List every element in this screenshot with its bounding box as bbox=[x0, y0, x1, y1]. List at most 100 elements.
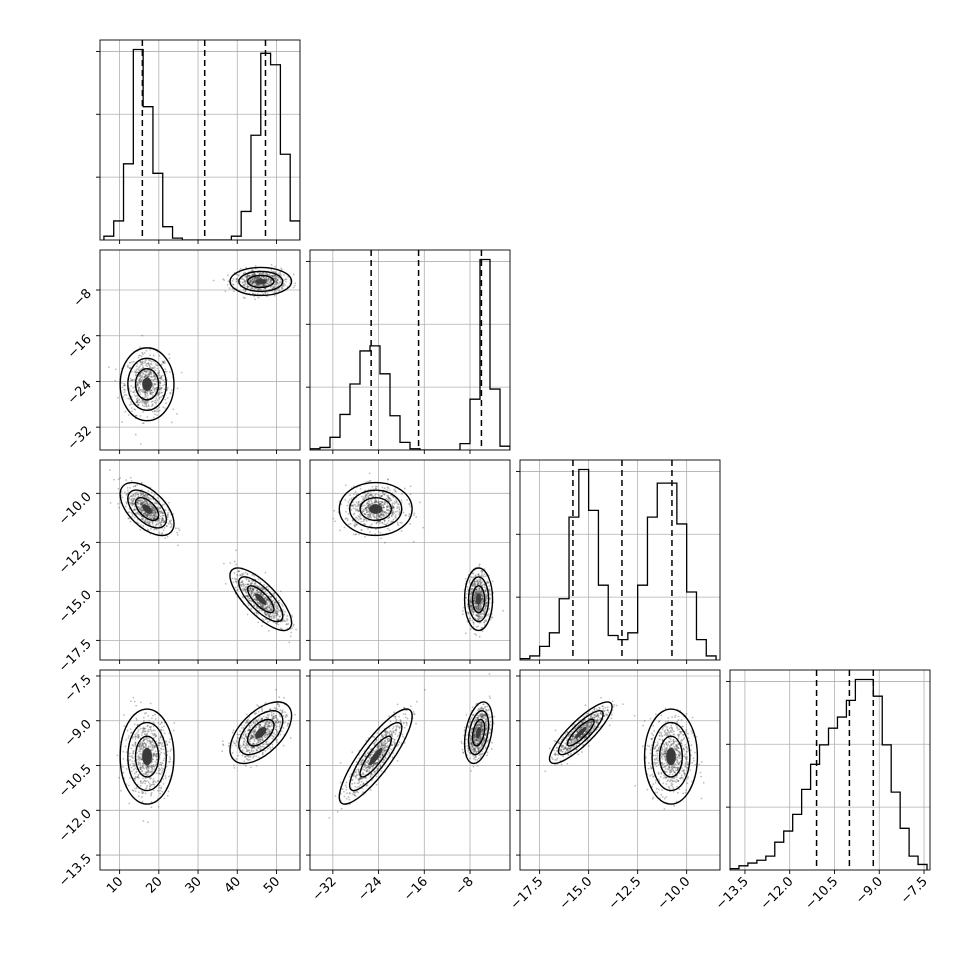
scatter-point bbox=[368, 515, 371, 518]
scatter-point bbox=[144, 512, 147, 515]
scatter-point bbox=[268, 731, 271, 734]
scatter-point bbox=[137, 502, 140, 505]
scatter-point bbox=[133, 497, 136, 500]
scatter-point bbox=[273, 283, 276, 286]
scatter-point bbox=[382, 513, 385, 516]
scatter-point bbox=[125, 394, 128, 397]
scatter-point bbox=[276, 279, 279, 282]
scatter-point bbox=[160, 743, 163, 746]
scatter-point bbox=[149, 371, 152, 374]
scatter-point bbox=[268, 609, 270, 612]
scatter-point bbox=[351, 519, 354, 522]
scatter-point bbox=[140, 758, 143, 760]
scatter-point bbox=[475, 588, 478, 591]
scatter-point bbox=[160, 363, 163, 366]
scatter-point bbox=[143, 502, 146, 505]
scatter-point bbox=[475, 607, 478, 610]
scatter-point bbox=[280, 628, 283, 631]
scatter-point bbox=[246, 583, 249, 586]
scatter-point bbox=[379, 514, 382, 516]
scatter-point bbox=[366, 511, 369, 514]
scatter-point bbox=[286, 627, 289, 630]
scatter-point bbox=[140, 506, 143, 509]
scatter-point bbox=[143, 375, 146, 378]
scatter-point bbox=[365, 493, 367, 496]
scatter-point bbox=[259, 593, 262, 596]
scatter-point bbox=[391, 504, 394, 507]
scatter-point bbox=[171, 523, 173, 526]
scatter-point bbox=[119, 501, 122, 504]
scatter-point bbox=[252, 746, 254, 749]
scatter-point bbox=[369, 503, 372, 506]
scatter-point bbox=[144, 370, 147, 373]
scatter-point bbox=[162, 361, 165, 364]
scatter-point bbox=[476, 580, 478, 583]
scatter-point bbox=[142, 762, 144, 765]
scatter-point bbox=[250, 592, 253, 595]
scatter-point bbox=[257, 602, 260, 605]
scatter-point bbox=[276, 719, 279, 722]
scatter-point bbox=[360, 495, 363, 498]
scatter-point bbox=[146, 416, 149, 418]
scatter-point bbox=[246, 613, 249, 616]
scatter-point bbox=[259, 603, 262, 606]
scatter-point bbox=[128, 387, 131, 390]
scatter-point bbox=[369, 531, 371, 533]
scatter-point bbox=[271, 275, 274, 278]
scatter-point bbox=[237, 570, 240, 573]
scatter-point bbox=[224, 582, 227, 585]
scatter-point bbox=[168, 741, 171, 743]
scatter-point bbox=[149, 359, 152, 362]
scatter-point bbox=[263, 612, 266, 615]
scatter-point bbox=[253, 273, 255, 275]
scatter-point bbox=[147, 358, 150, 361]
scatter-point bbox=[253, 273, 256, 276]
scatter-point bbox=[161, 519, 164, 521]
scatter-point bbox=[261, 275, 263, 278]
scatter-point bbox=[144, 745, 147, 748]
scatter-point bbox=[151, 743, 154, 746]
scatter-point bbox=[275, 730, 278, 733]
scatter-point bbox=[280, 274, 282, 277]
scatter-point bbox=[147, 770, 150, 772]
scatter-point bbox=[388, 489, 391, 492]
scatter-point bbox=[144, 787, 147, 790]
scatter-point bbox=[144, 727, 147, 730]
scatter-point bbox=[385, 523, 387, 526]
scatter-point bbox=[470, 604, 472, 607]
scatter-point bbox=[141, 742, 144, 745]
scatter-point bbox=[153, 366, 156, 368]
scatter-point bbox=[159, 506, 162, 509]
scatter-point bbox=[150, 497, 153, 500]
scatter-point bbox=[267, 605, 269, 607]
scatter-point bbox=[485, 588, 488, 591]
scatter-point bbox=[386, 494, 388, 497]
scatter-point bbox=[275, 739, 278, 742]
scatter-point bbox=[269, 748, 272, 751]
scatter-point bbox=[141, 744, 143, 746]
scatter-point bbox=[367, 503, 370, 505]
scatter-point bbox=[152, 525, 155, 527]
scatter-point bbox=[381, 513, 384, 516]
scatter-point bbox=[139, 380, 141, 383]
scatter-point bbox=[253, 598, 256, 601]
scatter-point bbox=[379, 513, 382, 516]
scatter-point bbox=[133, 772, 136, 775]
scatter-point bbox=[475, 606, 477, 609]
scatter-point bbox=[358, 515, 361, 518]
scatter-point bbox=[260, 605, 263, 608]
scatter-point bbox=[243, 760, 246, 763]
scatter-point bbox=[132, 499, 135, 502]
scatter-point bbox=[363, 523, 366, 525]
scatter-point bbox=[155, 515, 157, 518]
scatter-point bbox=[139, 741, 142, 743]
scatter-point bbox=[245, 275, 248, 277]
scatter-point bbox=[157, 371, 160, 374]
scatter-point bbox=[140, 734, 143, 737]
scatter-point bbox=[252, 589, 255, 592]
scatter-point bbox=[247, 595, 250, 598]
scatter-point bbox=[135, 401, 138, 404]
scatter-point bbox=[141, 744, 143, 746]
scatter-point bbox=[376, 513, 379, 516]
scatter-point bbox=[244, 583, 247, 586]
